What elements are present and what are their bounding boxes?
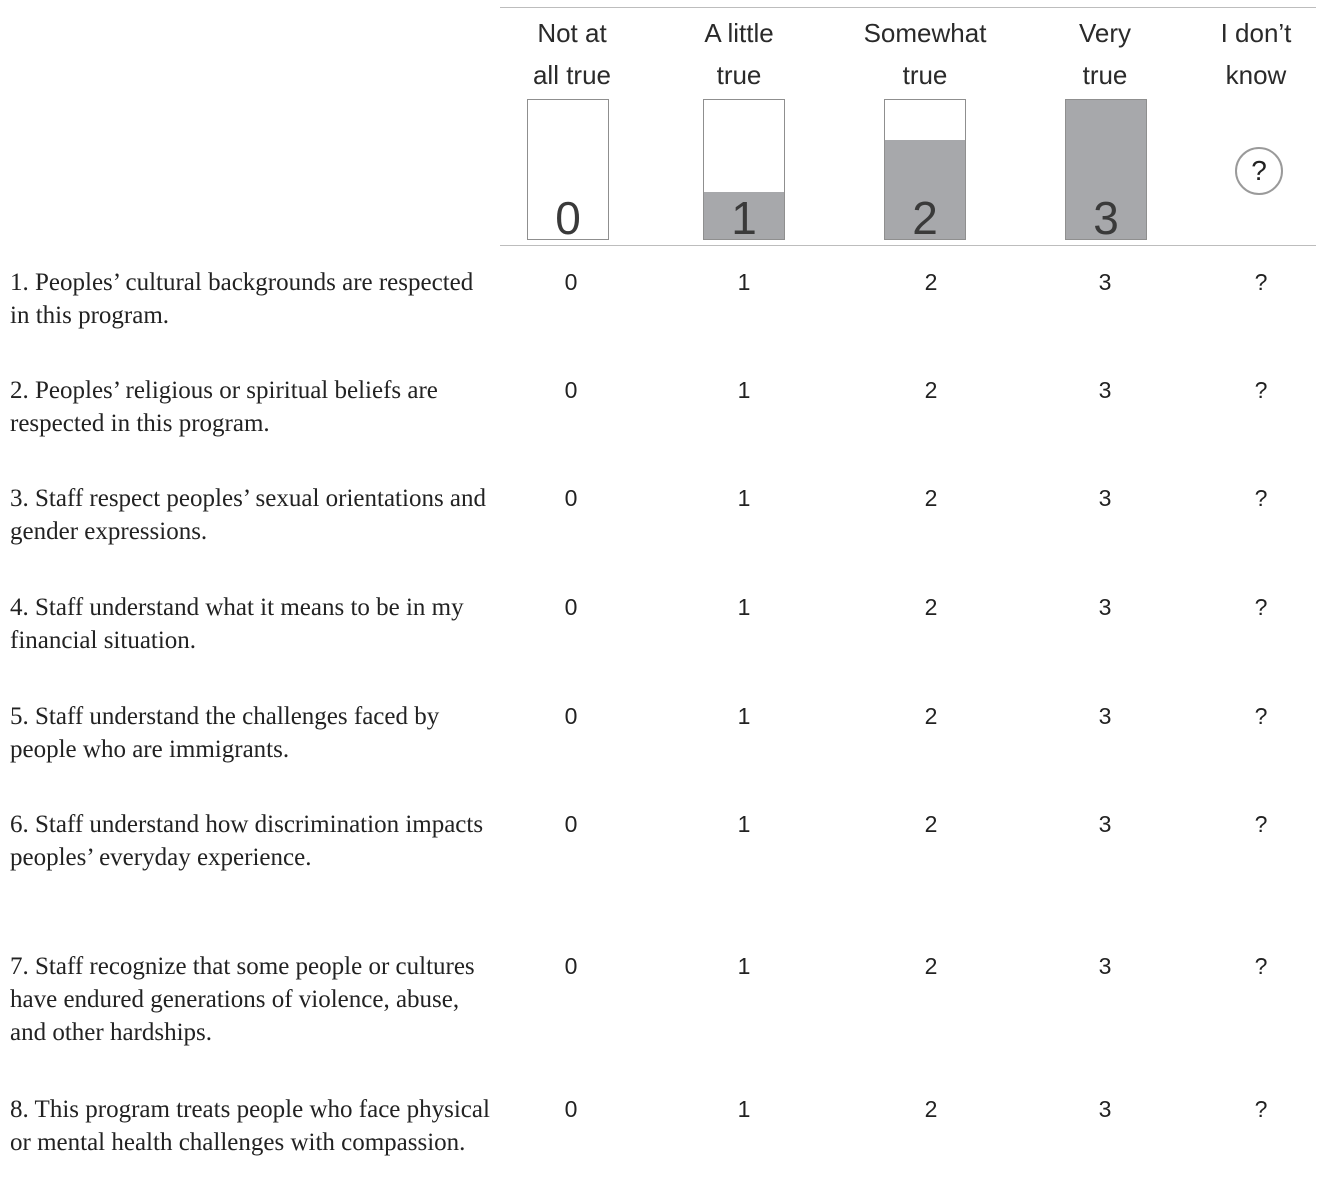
item-3-option-3[interactable]: 3 bbox=[1098, 485, 1112, 511]
item-7-option-2[interactable]: 2 bbox=[924, 953, 938, 979]
gauge-3-fill bbox=[1066, 100, 1146, 239]
item-8-text: 8. This program treats people who face p… bbox=[10, 1096, 490, 1156]
item-2-option-0[interactable]: 0 bbox=[564, 377, 578, 403]
item-3-option-unknown[interactable]: ? bbox=[1254, 485, 1268, 511]
item-3-option-2[interactable]: 2 bbox=[924, 485, 938, 511]
item-4-option-3[interactable]: 3 bbox=[1098, 594, 1112, 620]
item-2-option-unknown[interactable]: ? bbox=[1254, 377, 1268, 403]
item-6-option-1[interactable]: 1 bbox=[737, 811, 751, 837]
item-6-text: 6. Staff understand how discrimination i… bbox=[10, 811, 484, 871]
item-1-option-2[interactable]: 2 bbox=[924, 269, 938, 295]
item-4-text: 4. Staff understand what it means to be … bbox=[10, 594, 464, 654]
item-7-text: 7. Staff recognize that some people or c… bbox=[10, 953, 475, 1046]
col-head-a-little-true: A little true bbox=[704, 18, 774, 90]
item-8-option-3[interactable]: 3 bbox=[1098, 1096, 1112, 1122]
col-head-very-true: Very true bbox=[1078, 18, 1132, 90]
question-circle-icon: ? bbox=[1235, 147, 1283, 195]
item-2-option-1[interactable]: 1 bbox=[737, 377, 751, 403]
col-head-i-dont-know: I don’t know bbox=[1220, 18, 1292, 90]
item-1-option-1[interactable]: 1 bbox=[737, 269, 751, 295]
item-7-option-0[interactable]: 0 bbox=[564, 953, 578, 979]
item-3-option-1[interactable]: 1 bbox=[737, 485, 751, 511]
item-4-option-0[interactable]: 0 bbox=[564, 594, 578, 620]
header-bottom-rule bbox=[500, 245, 1316, 246]
col-head-somewhat-true: Somewhat true bbox=[863, 18, 987, 90]
item-2-option-3[interactable]: 3 bbox=[1098, 377, 1112, 403]
item-7-option-1[interactable]: 1 bbox=[737, 953, 751, 979]
gauge-2-fill bbox=[885, 140, 965, 239]
item-5-option-unknown[interactable]: ? bbox=[1254, 703, 1268, 729]
gauge-2-icon: 2 bbox=[884, 99, 966, 240]
item-4-option-1[interactable]: 1 bbox=[737, 594, 751, 620]
gauge-1-icon: 1 bbox=[703, 99, 785, 240]
item-1-option-0[interactable]: 0 bbox=[564, 269, 578, 295]
item-5-option-1[interactable]: 1 bbox=[737, 703, 751, 729]
item-3-option-0[interactable]: 0 bbox=[564, 485, 578, 511]
col-head-not-at-all-true: Not at all true bbox=[532, 18, 612, 90]
gauge-1-number: 1 bbox=[731, 192, 757, 240]
item-6-option-2[interactable]: 2 bbox=[924, 811, 938, 837]
item-8-option-2[interactable]: 2 bbox=[924, 1096, 938, 1122]
item-7-option-3[interactable]: 3 bbox=[1098, 953, 1112, 979]
item-2-option-2[interactable]: 2 bbox=[924, 377, 938, 403]
item-1-option-unknown[interactable]: ? bbox=[1254, 269, 1268, 295]
item-2-text: 2. Peoples’ religious or spiritual belie… bbox=[10, 377, 438, 437]
item-8-option-1[interactable]: 1 bbox=[737, 1096, 751, 1122]
gauge-1-fill bbox=[704, 191, 784, 239]
item-3-text: 3. Staff respect peoples’ sexual orienta… bbox=[10, 485, 487, 545]
header-top-rule bbox=[500, 7, 1316, 8]
item-1-option-3[interactable]: 3 bbox=[1098, 269, 1112, 295]
item-8-option-unknown[interactable]: ? bbox=[1254, 1096, 1268, 1122]
gauge-3-icon: 3 bbox=[1065, 99, 1147, 240]
item-5-option-0[interactable]: 0 bbox=[564, 703, 578, 729]
item-6-option-0[interactable]: 0 bbox=[564, 811, 578, 837]
gauge-2-number: 2 bbox=[912, 192, 938, 240]
gauge-0-icon: 0 bbox=[527, 99, 609, 240]
item-6-option-unknown[interactable]: ? bbox=[1254, 811, 1268, 837]
item-8-option-0[interactable]: 0 bbox=[564, 1096, 578, 1122]
item-4-option-unknown[interactable]: ? bbox=[1254, 594, 1268, 620]
item-5-text: 5. Staff understand the challenges faced… bbox=[10, 703, 440, 763]
gauge-0-number: 0 bbox=[555, 192, 581, 240]
item-1-text: 1. Peoples’ cultural backgrounds are res… bbox=[10, 269, 474, 329]
item-7-option-unknown[interactable]: ? bbox=[1254, 953, 1268, 979]
item-5-option-3[interactable]: 3 bbox=[1098, 703, 1112, 729]
item-5-option-2[interactable]: 2 bbox=[924, 703, 938, 729]
gauge-3-number: 3 bbox=[1093, 192, 1119, 240]
item-6-option-3[interactable]: 3 bbox=[1098, 811, 1112, 837]
item-4-option-2[interactable]: 2 bbox=[924, 594, 938, 620]
